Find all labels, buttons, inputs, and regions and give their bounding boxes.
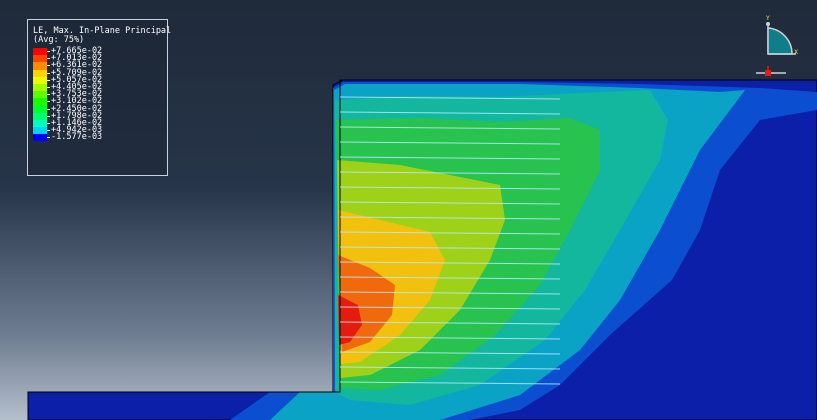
legend-tick xyxy=(47,94,50,96)
reinforcement-line xyxy=(339,291,561,295)
reinforcement-line xyxy=(339,351,561,355)
reinforcement-line xyxy=(339,96,561,100)
view-triad: Y X xyxy=(756,15,798,76)
reinforcement-line xyxy=(339,141,561,145)
legend-entry: +6.361e-02 xyxy=(33,60,162,71)
reinforcement-line xyxy=(339,186,561,190)
legend-color-swatch xyxy=(33,119,47,128)
legend-tick xyxy=(47,65,50,67)
triad-quadrant-icon xyxy=(767,27,793,55)
legend-tick xyxy=(47,51,50,53)
triad-origin-dot xyxy=(765,70,771,76)
legend-color-swatch xyxy=(33,69,47,77)
legend-tick xyxy=(47,137,50,139)
legend-value: +5.057e-02 xyxy=(51,74,103,85)
legend-tick xyxy=(47,79,50,81)
legend-value: +1.146e-02 xyxy=(51,117,103,128)
legend-color-swatch xyxy=(33,112,47,120)
legend-value: +4.405e-02 xyxy=(51,81,103,92)
legend-value: +3.102e-02 xyxy=(51,96,103,107)
reinforcement-line xyxy=(339,306,561,310)
legend-value: +4.942e-03 xyxy=(51,125,103,136)
legend-tick xyxy=(47,72,50,74)
reinforcement-line xyxy=(339,216,561,220)
legend-entry: +7.013e-02 xyxy=(33,53,162,64)
reinforcement-line xyxy=(339,336,561,340)
triad-y-dot xyxy=(766,22,770,26)
legend-tick xyxy=(47,101,50,103)
legend-entry: +2.450e-02 xyxy=(33,103,162,114)
legend-value: +2.450e-02 xyxy=(51,103,103,114)
legend-tick xyxy=(47,108,50,110)
legend-value: +6.361e-02 xyxy=(51,60,103,71)
legend-color-swatch xyxy=(33,48,47,56)
reinforcement-line xyxy=(339,171,561,175)
legend-color-swatch xyxy=(33,62,47,70)
legend-tick xyxy=(47,122,50,124)
reinforcement-line xyxy=(339,126,561,130)
legend-tick xyxy=(47,130,50,132)
legend-entry: +3.753e-02 xyxy=(33,89,162,100)
legend-entry: +7.665e-02 xyxy=(33,46,162,56)
legend-color-swatch xyxy=(33,105,47,113)
legend-entry: +1.798e-02 xyxy=(33,110,162,121)
reinforcement-line xyxy=(339,231,561,235)
legend-entry: +4.405e-02 xyxy=(33,81,162,92)
legend-subtitle: (Avg: 75%) xyxy=(33,35,85,45)
legend-scale: +7.665e-02 +7.013e-02 +6.361e-02 +5.709e-02… xyxy=(33,46,162,143)
legend-color-swatch xyxy=(33,76,47,84)
reinforcement-line xyxy=(339,276,561,280)
legend-color-swatch xyxy=(33,55,47,63)
legend-color-swatch xyxy=(33,91,47,99)
legend-title: LE, Max. In-Plane Principal xyxy=(33,26,172,36)
legend-value: -1.577e-03 xyxy=(51,132,103,143)
legend-entry: +1.146e-02 xyxy=(33,117,162,128)
triad-x-label: X xyxy=(794,49,798,56)
legend-value: +7.665e-02 xyxy=(51,46,103,56)
legend-entry: -1.577e-03 xyxy=(33,132,162,143)
reinforcement-line xyxy=(339,366,561,370)
legend-value: +3.753e-02 xyxy=(51,89,103,100)
reinforcement-line xyxy=(339,261,561,265)
legend-color-swatch xyxy=(33,134,47,142)
undeformed-outline xyxy=(28,79,817,393)
legend-tick xyxy=(47,87,50,89)
reinforcement-line xyxy=(339,321,561,325)
legend-value: +7.013e-02 xyxy=(51,53,103,64)
legend-tick xyxy=(47,115,50,117)
reinforcement-line xyxy=(339,381,561,385)
triad-y-label: Y xyxy=(765,15,770,22)
legend-entry: +5.709e-02 xyxy=(33,67,162,78)
contour-legend: LE, Max. In-Plane Principal (Avg: 75%) +… xyxy=(27,19,172,176)
legend-color-swatch xyxy=(33,83,47,92)
reinforcement-line xyxy=(339,201,561,205)
legend-tick xyxy=(47,58,50,60)
legend-color-swatch xyxy=(33,98,47,106)
reinforcement-line xyxy=(339,156,561,160)
reinforcement-lines xyxy=(339,96,561,385)
reinforcement-line xyxy=(339,246,561,250)
legend-color-swatch xyxy=(33,127,47,135)
legend-value: +5.709e-02 xyxy=(51,67,103,78)
legend-value: +1.798e-02 xyxy=(51,110,103,121)
reinforcement-line xyxy=(339,111,561,115)
legend-entry: +4.942e-03 xyxy=(33,125,162,136)
legend-entry: +5.057e-02 xyxy=(33,74,162,85)
legend-entry: +3.102e-02 xyxy=(33,96,162,107)
